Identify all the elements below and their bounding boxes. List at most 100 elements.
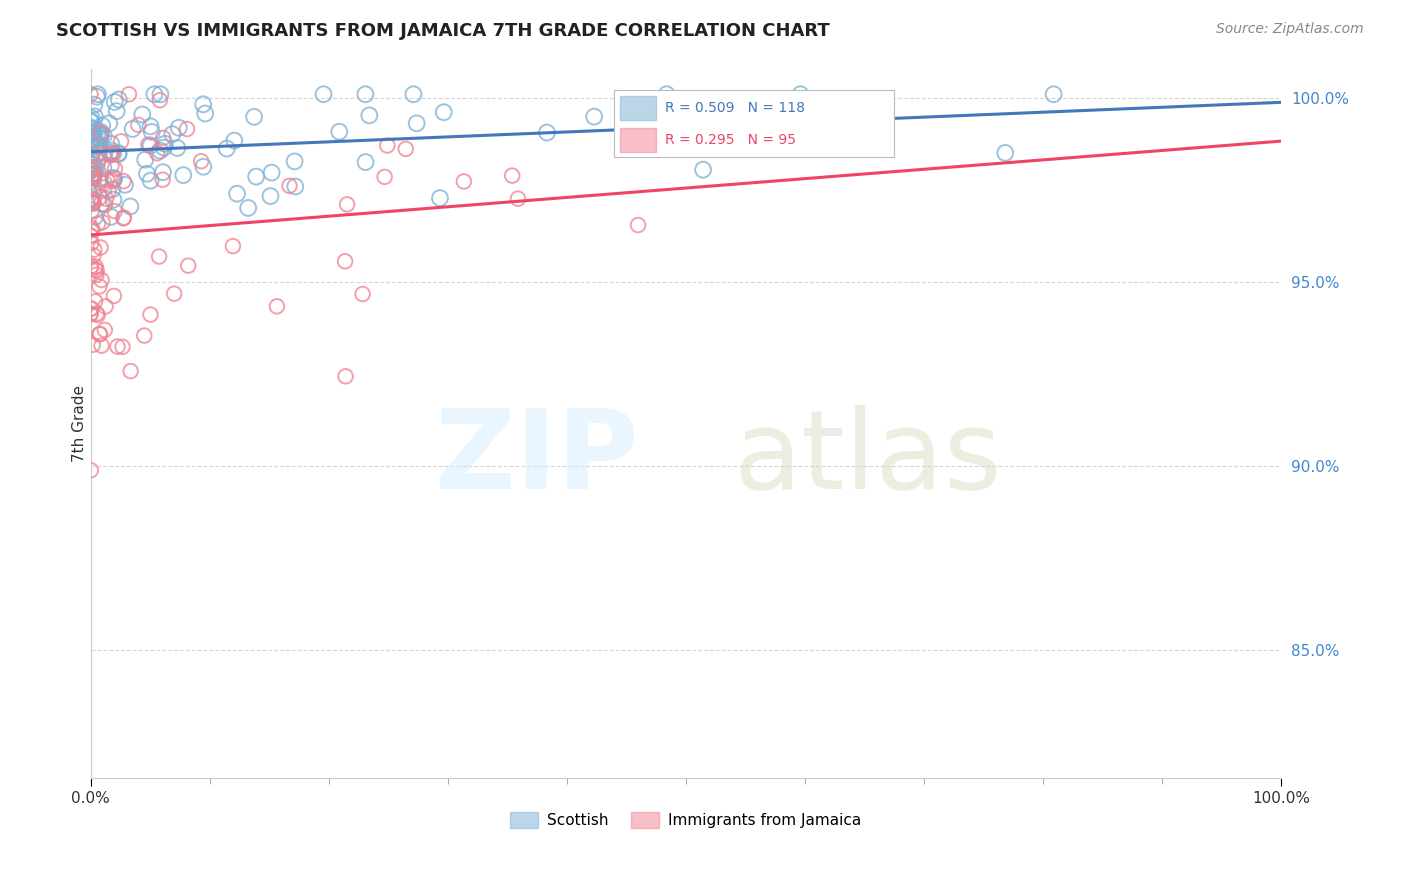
Point <box>692 162 714 177</box>
Point <box>336 197 359 211</box>
Point <box>112 174 135 188</box>
Point <box>80 221 103 235</box>
Point <box>114 178 136 192</box>
Point <box>354 87 377 102</box>
Point <box>80 169 103 183</box>
Point <box>98 116 121 130</box>
Point <box>131 107 153 121</box>
Point <box>121 122 143 136</box>
Point <box>80 138 103 153</box>
Point <box>98 145 121 160</box>
Point <box>83 161 105 175</box>
Point <box>215 142 238 156</box>
Point <box>84 161 107 175</box>
Point <box>103 172 125 186</box>
Point <box>149 93 172 107</box>
Point <box>402 87 425 102</box>
Point <box>86 89 108 103</box>
Point <box>80 235 103 250</box>
Point <box>172 168 194 182</box>
Point <box>152 131 174 145</box>
Point <box>80 163 103 178</box>
Point <box>79 163 101 178</box>
Point <box>177 259 200 273</box>
Point <box>120 199 142 213</box>
Point <box>79 194 101 208</box>
Point <box>90 338 112 352</box>
Point <box>82 160 104 174</box>
Point <box>80 111 103 125</box>
Point <box>90 128 112 143</box>
Point <box>79 148 101 162</box>
Point <box>79 127 101 141</box>
Point <box>83 109 105 123</box>
Point <box>844 106 866 120</box>
Point <box>80 191 103 205</box>
Point <box>103 193 125 207</box>
Point <box>80 120 103 135</box>
Point <box>134 153 156 167</box>
Point <box>83 170 105 185</box>
Point <box>260 165 283 179</box>
Point <box>93 176 115 190</box>
Point <box>107 340 129 354</box>
Point <box>84 210 107 224</box>
Point <box>84 138 107 153</box>
Point <box>405 116 427 130</box>
Point <box>148 250 170 264</box>
Point <box>152 165 174 179</box>
Point <box>141 125 163 139</box>
Point <box>80 156 103 170</box>
Point <box>375 138 398 153</box>
Point <box>83 194 105 208</box>
Point <box>143 87 166 102</box>
Point <box>120 364 142 378</box>
Point <box>312 87 335 102</box>
Point <box>105 104 128 119</box>
Point <box>104 95 127 109</box>
Point <box>90 126 112 140</box>
Point <box>103 174 125 188</box>
Point <box>136 137 159 152</box>
Point <box>107 146 129 161</box>
Point <box>87 138 110 153</box>
Point <box>83 243 105 257</box>
Point <box>96 173 118 187</box>
Point <box>94 300 117 314</box>
Point <box>352 287 374 301</box>
Point <box>284 154 307 169</box>
Point <box>87 217 110 231</box>
Point <box>84 260 107 274</box>
Legend: Scottish, Immigrants from Jamaica: Scottish, Immigrants from Jamaica <box>505 806 868 834</box>
Point <box>112 211 135 225</box>
Point <box>108 93 131 107</box>
Point <box>80 170 103 185</box>
Point <box>91 119 114 133</box>
Point <box>82 196 104 211</box>
Point <box>86 308 108 322</box>
Point <box>153 140 176 154</box>
Point <box>79 169 101 183</box>
Point <box>224 134 246 148</box>
Point <box>83 167 105 181</box>
Point <box>80 174 103 188</box>
Point <box>193 160 215 174</box>
Text: Source: ZipAtlas.com: Source: ZipAtlas.com <box>1216 22 1364 37</box>
Point <box>501 169 523 183</box>
Point <box>506 192 529 206</box>
Point <box>453 174 475 188</box>
Point <box>259 189 281 203</box>
Point <box>101 147 124 161</box>
Point <box>266 299 288 313</box>
Point <box>83 133 105 147</box>
Point <box>82 157 104 171</box>
Point <box>89 175 111 189</box>
Point <box>191 97 214 112</box>
Point <box>162 127 184 141</box>
Point <box>82 338 104 352</box>
Point <box>149 144 172 158</box>
Point <box>89 327 111 342</box>
Point <box>80 153 103 167</box>
Point <box>354 155 377 169</box>
Point <box>89 139 111 153</box>
